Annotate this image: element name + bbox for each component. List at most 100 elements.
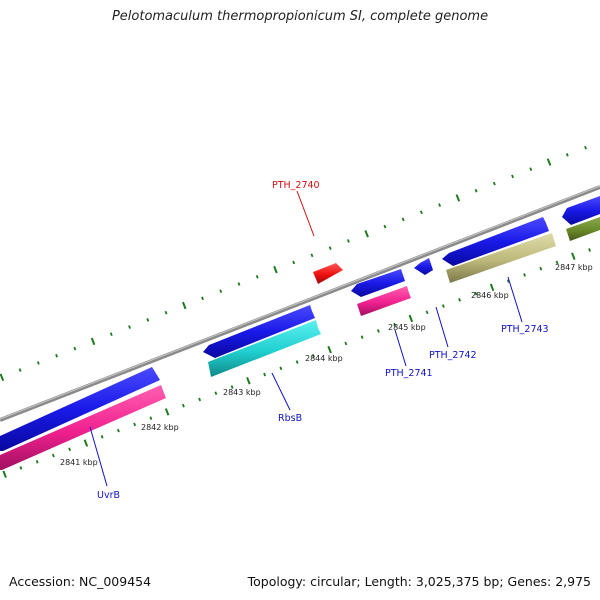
minor-tick	[441, 304, 445, 308]
major-tick	[90, 337, 96, 346]
major-tick	[489, 283, 495, 292]
minor-tick	[565, 153, 569, 157]
major-tick	[571, 252, 576, 260]
gene-feature[interactable]	[414, 258, 433, 275]
minor-tick	[100, 435, 104, 439]
gene-label[interactable]: PTH_2740	[272, 180, 320, 191]
minor-tick	[584, 145, 587, 150]
major-tick	[327, 345, 332, 354]
minor-tick	[458, 298, 462, 302]
minor-tick	[328, 246, 332, 250]
minor-tick	[181, 403, 185, 408]
leader-line	[507, 276, 523, 323]
minor-tick	[263, 372, 267, 377]
gene-feature[interactable]	[442, 217, 549, 266]
major-tick	[164, 408, 170, 416]
minor-tick	[55, 353, 59, 358]
minor-tick	[376, 329, 380, 333]
minor-tick	[255, 275, 259, 279]
major-tick	[364, 230, 369, 238]
minor-tick	[401, 217, 405, 222]
gene-feature[interactable]	[0, 385, 166, 470]
minor-tick	[344, 341, 348, 346]
minor-tick	[279, 366, 283, 371]
leader-line	[435, 306, 449, 348]
major-tick	[273, 265, 278, 274]
minor-tick	[230, 385, 234, 389]
minor-tick	[237, 282, 241, 286]
map-title: Pelotomaculum thermopropionicum SI, comp…	[111, 9, 489, 24]
gene-feature-pth-2740[interactable]	[313, 263, 343, 284]
major-tick	[182, 301, 187, 310]
gene-feature[interactable]	[351, 269, 405, 297]
accession-text: Accession: NC_009454	[9, 574, 152, 589]
minor-tick	[128, 325, 131, 329]
genome-backbone-highlight	[0, 185, 600, 420]
minor-tick	[35, 459, 39, 464]
gene-label[interactable]: UvrB	[97, 490, 120, 501]
minor-tick	[310, 253, 314, 258]
minor-tick	[511, 174, 514, 179]
minor-tick	[73, 346, 77, 351]
minor-tick	[219, 289, 223, 293]
minor-tick	[346, 239, 350, 243]
major-tick	[546, 158, 552, 166]
major-tick	[83, 439, 89, 447]
leader-line	[296, 190, 315, 237]
gene-feature[interactable]	[357, 286, 411, 316]
minor-tick	[68, 447, 72, 452]
gene-feature[interactable]	[0, 367, 160, 451]
minor-tick	[383, 224, 387, 229]
minor-tick	[149, 416, 153, 420]
leader-line	[394, 329, 407, 367]
inner-tick-ring	[2, 248, 591, 478]
leader-line	[271, 372, 291, 411]
minor-tick	[146, 318, 150, 322]
genome-summary-text: Topology: circular; Length: 3,025,375 bp…	[247, 574, 591, 589]
gene-feature[interactable]	[203, 305, 315, 358]
scale-label: 2847 kbp	[555, 263, 593, 272]
minor-tick	[51, 453, 55, 458]
gene-feature[interactable]	[208, 320, 321, 377]
genome-backbone	[0, 185, 600, 422]
gene-label[interactable]: RbsB	[278, 413, 302, 424]
major-tick	[246, 377, 251, 385]
minor-tick	[18, 368, 22, 372]
minor-tick	[133, 422, 137, 427]
gene-label[interactable]: PTH_2741	[385, 368, 433, 379]
major-tick	[0, 373, 5, 381]
minor-tick	[360, 335, 364, 340]
minor-tick	[393, 322, 397, 327]
minor-tick	[474, 291, 478, 296]
minor-tick	[214, 391, 218, 396]
minor-tick	[419, 210, 423, 215]
scale-label: 2846 kbp	[471, 291, 509, 300]
minor-tick	[311, 354, 315, 358]
gene-label[interactable]: PTH_2743	[501, 324, 549, 335]
minor-tick	[109, 332, 113, 337]
major-tick	[2, 470, 7, 478]
minor-tick	[201, 296, 204, 301]
minor-tick	[588, 248, 591, 252]
scale-label: 2841 kbp	[60, 458, 98, 467]
minor-tick	[425, 310, 429, 315]
scale-label: 2845 kbp	[388, 323, 426, 332]
minor-tick	[198, 397, 202, 402]
gene-feature[interactable]	[562, 196, 600, 225]
minor-tick	[523, 273, 526, 277]
gene-feature[interactable]	[566, 217, 600, 241]
gene-label[interactable]: PTH_2742	[429, 350, 477, 361]
minor-tick	[492, 181, 496, 186]
minor-tick	[164, 310, 168, 315]
major-tick	[408, 314, 414, 323]
minor-tick	[19, 466, 23, 470]
minor-tick	[438, 203, 442, 207]
minor-tick	[506, 279, 510, 283]
minor-tick	[539, 266, 543, 271]
scale-label: 2843 kbp	[223, 388, 261, 397]
gene-feature[interactable]	[446, 233, 556, 283]
minor-tick	[292, 260, 296, 265]
minor-tick	[116, 428, 120, 433]
scale-label: 2842 kbp	[141, 423, 179, 432]
